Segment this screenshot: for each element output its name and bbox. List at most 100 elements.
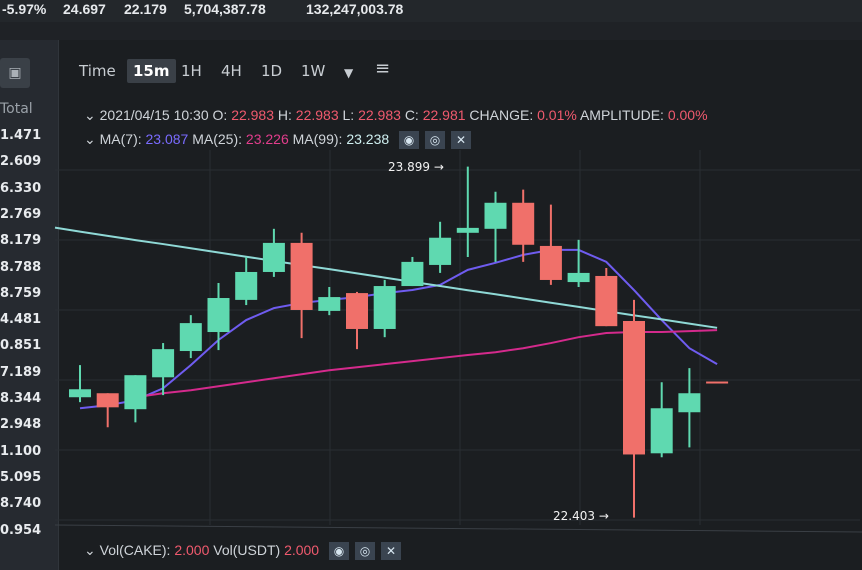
total-value: 0.954 (0, 522, 42, 538)
candle-down (623, 321, 645, 455)
total-value: 7.189 (0, 364, 42, 380)
ohlc-datetime: 2021/04/15 10:30 (99, 107, 209, 123)
total-value: 1.100 (0, 443, 42, 459)
total-value: 5.095 (0, 469, 42, 485)
lock-icon[interactable]: ▣ (0, 58, 30, 88)
ticker-high: 24.697 (63, 1, 106, 17)
ma-line-ma7 (79, 248, 718, 410)
total-value: 1.471 (0, 128, 42, 143)
candle-up (69, 389, 91, 398)
eye-icon[interactable]: ◉ (329, 542, 349, 561)
candle-up (429, 237, 452, 265)
candle-up (152, 349, 175, 378)
low-value: 22.983 (358, 107, 401, 123)
min-price-label: 22.403 → (553, 509, 609, 523)
chevron-down-icon[interactable]: ⌄ (84, 131, 96, 147)
tab-4h[interactable]: 4H (221, 62, 242, 80)
max-price-label: 23.899 → (388, 160, 444, 174)
change-label: CHANGE: (469, 107, 534, 123)
ma7-label: MA(7): (99, 131, 142, 147)
tab-1d[interactable]: 1D (261, 62, 283, 80)
close-label: C: (404, 107, 419, 123)
ticker-low: 22.179 (124, 1, 167, 17)
candle-up (484, 202, 507, 229)
ohlc-row: ⌄ 2021/04/15 10:30 O: 22.983 H: 22.983 L… (84, 106, 708, 124)
total-header: Total (0, 101, 33, 117)
total-value: 8.344 (0, 391, 42, 406)
tab-1w[interactable]: 1W (301, 62, 326, 80)
change-value: 0.01% (537, 107, 577, 123)
volume-divider (54, 524, 862, 533)
tab-15m[interactable]: 15m (127, 59, 176, 83)
vol-base-label: Vol(CAKE): (99, 542, 171, 558)
chevron-down-icon[interactable]: ⌄ (84, 107, 96, 123)
min-price-value: 22.403 (553, 509, 595, 523)
volume-row: ⌄ Vol(CAKE): 2.000 Vol(USDT) 2.000 ◉ ◎ ✕ (84, 541, 401, 561)
low-label: L: (342, 107, 355, 123)
candle-up (456, 227, 479, 233)
settings-icon[interactable]: ◎ (425, 131, 446, 150)
candle-down (290, 242, 313, 310)
tab-1h[interactable]: 1H (181, 62, 202, 80)
vol-base-value: 2.000 (174, 542, 210, 558)
total-value: 6.330 (0, 180, 42, 196)
amplitude-value: 0.00% (667, 107, 708, 123)
close-icon[interactable]: ✕ (381, 542, 401, 561)
ma25-label: MA(25): (192, 131, 243, 147)
chevron-down-icon[interactable]: ⌄ (84, 542, 96, 558)
tab-time[interactable]: Time (79, 62, 116, 80)
ma-line-ma25 (135, 329, 718, 399)
close-value: 22.981 (422, 107, 466, 123)
candle-down (346, 293, 368, 329)
total-value: 2.948 (0, 417, 42, 433)
trade-history-column: ▣ Total 1.471 2.609 6.330 2.769 8.179 8.788 8.… (0, 40, 59, 570)
total-value: 8.788 (0, 259, 42, 275)
total-value: 0.851 (0, 338, 42, 354)
ticker-bar: -5.97% 24.697 22.179 5,704,387.78 132,24… (0, 0, 862, 22)
candle-up (567, 272, 590, 283)
ma99-value: 23.238 (346, 131, 390, 147)
high-value: 22.983 (295, 107, 339, 123)
vol-quote-label: Vol(USDT) (213, 542, 281, 558)
caret-down-icon[interactable]: ▼ (344, 66, 354, 80)
open-value: 22.983 (231, 107, 275, 123)
candle-up (262, 242, 285, 272)
amplitude-label: AMPLITUDE: (579, 107, 664, 123)
candle-up (401, 261, 424, 287)
sliders-icon[interactable]: ≡ (375, 58, 391, 79)
candle-down (595, 275, 618, 327)
candle-down (96, 393, 119, 408)
ma7-value: 23.087 (145, 131, 189, 147)
ma99-label: MA(99): (292, 131, 343, 147)
total-value: 2.769 (0, 206, 42, 222)
candle-up (373, 286, 396, 329)
candle-up (318, 297, 341, 311)
vol-quote-value: 2.000 (284, 542, 320, 558)
candle-up (124, 375, 147, 410)
ma25-value: 23.226 (245, 131, 289, 147)
candle-down (512, 202, 535, 245)
max-price-value: 23.899 (388, 160, 430, 174)
total-value: 2.609 (0, 154, 42, 170)
candle-down (706, 381, 729, 384)
candle-up (650, 408, 673, 454)
candle-down (539, 245, 562, 280)
settings-icon[interactable]: ◎ (355, 542, 375, 561)
candle-up (678, 393, 701, 413)
candle-up (179, 323, 202, 352)
open-label: O: (212, 107, 228, 123)
ticker-volume-base: 5,704,387.78 (184, 1, 266, 17)
high-label: H: (277, 107, 292, 123)
candle-up (235, 271, 258, 300)
total-value: 8.740 (0, 496, 42, 512)
ma-row: ⌄ MA(7): 23.087 MA(25): 23.226 MA(99): 2… (84, 130, 472, 150)
close-icon[interactable]: ✕ (451, 131, 472, 150)
total-value: 8.759 (0, 285, 42, 301)
total-value: 8.179 (0, 233, 42, 249)
eye-icon[interactable]: ◉ (399, 131, 420, 150)
ticker-volume-quote: 132,247,003.78 (306, 1, 404, 17)
candle-up (207, 298, 230, 333)
total-value: 4.481 (0, 312, 42, 328)
ticker-change: -5.97% (2, 1, 47, 17)
